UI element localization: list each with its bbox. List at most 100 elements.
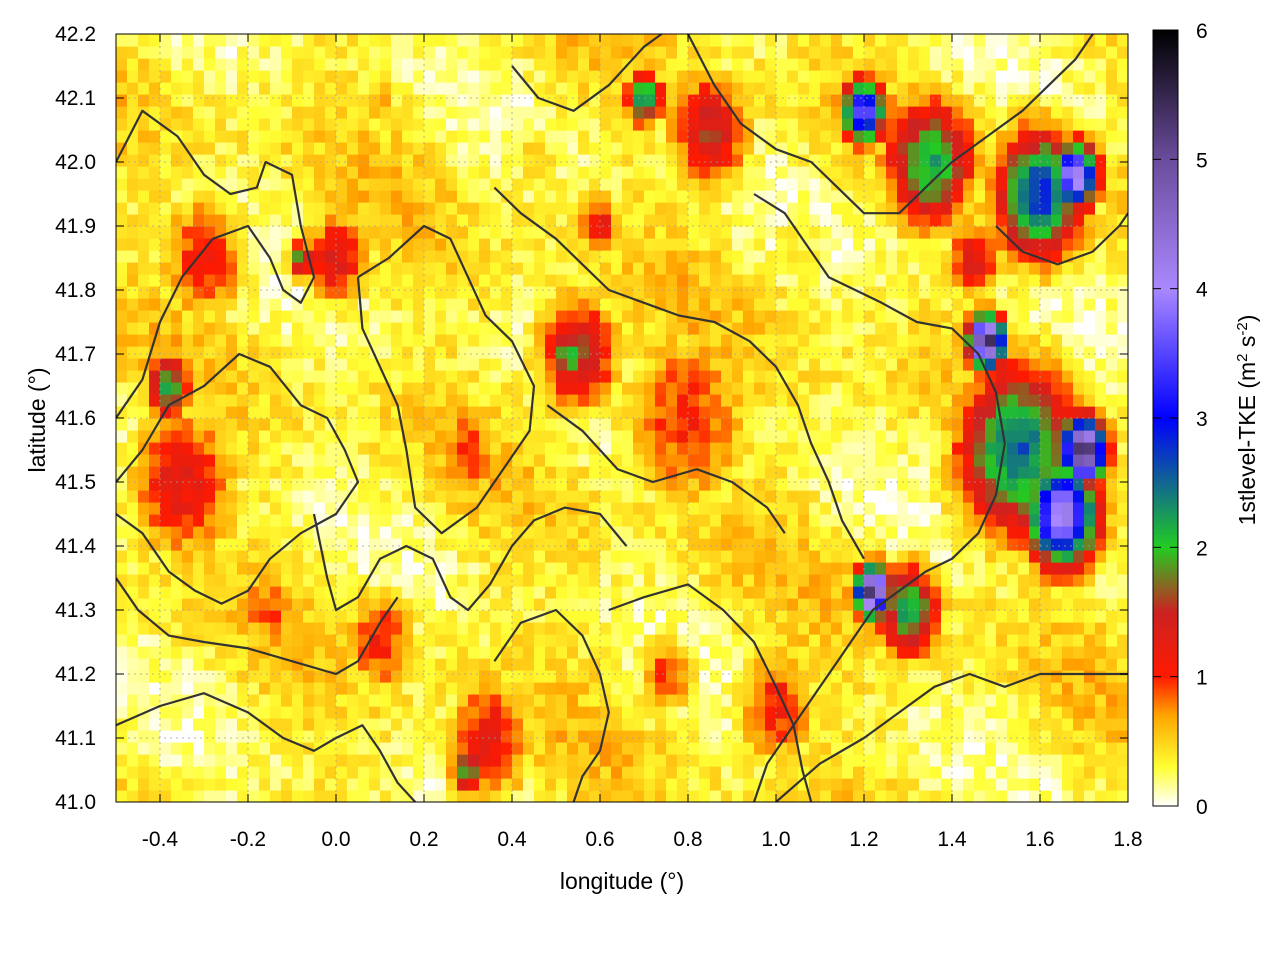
heat-cell: [974, 346, 986, 359]
heat-cell: [996, 694, 1008, 707]
heat-cell: [204, 550, 216, 563]
heat-cell: [413, 574, 425, 587]
heat-cell: [633, 682, 645, 695]
heat-cell: [1007, 430, 1019, 443]
heat-cell: [116, 790, 128, 802]
heat-cell: [985, 538, 997, 551]
heat-cell: [424, 166, 436, 179]
heat-cell: [248, 526, 260, 539]
heat-cell: [1095, 790, 1107, 802]
heat-cell: [655, 790, 667, 802]
heat-cell: [457, 574, 469, 587]
heat-cell: [941, 370, 953, 383]
heat-cell: [875, 574, 887, 587]
heat-cell: [710, 334, 722, 347]
heat-cell: [391, 454, 403, 467]
heat-cell: [666, 706, 678, 719]
heat-cell: [457, 754, 469, 767]
heat-cell: [292, 238, 304, 251]
heat-cell: [1007, 718, 1019, 731]
heat-cell: [842, 250, 854, 263]
heat-cell: [908, 730, 920, 743]
heat-cell: [468, 322, 480, 335]
heat-cell: [160, 658, 172, 671]
heat-cell: [281, 682, 293, 695]
heat-cell: [974, 514, 986, 527]
heat-cell: [369, 178, 381, 191]
heat-cell: [413, 238, 425, 251]
heat-cell: [325, 706, 337, 719]
heat-cell: [1051, 634, 1063, 647]
heat-cell: [325, 658, 337, 671]
heat-cell: [831, 394, 843, 407]
heatmap-field: [116, 34, 1128, 802]
heat-cell: [908, 190, 920, 203]
heat-cell: [798, 394, 810, 407]
heat-cell: [1073, 370, 1085, 383]
heat-cell: [501, 334, 513, 347]
heat-cell: [468, 382, 480, 395]
heat-cell: [798, 718, 810, 731]
heat-cell: [1029, 526, 1041, 539]
heat-cell: [743, 322, 755, 335]
heat-cell: [512, 178, 524, 191]
heat-cell: [347, 778, 359, 791]
heat-cell: [369, 646, 381, 659]
heat-cell: [721, 658, 733, 671]
heat-cell: [215, 262, 227, 275]
heat-cell: [611, 610, 623, 623]
heat-cell: [314, 478, 326, 491]
heat-cell: [930, 598, 942, 611]
heat-cell: [1007, 238, 1019, 251]
heat-cell: [743, 226, 755, 239]
heat-cell: [1018, 574, 1030, 587]
heat-cell: [556, 214, 568, 227]
heat-cell: [281, 406, 293, 419]
heat-cell: [556, 634, 568, 647]
heat-cell: [435, 634, 447, 647]
heat-cell: [215, 454, 227, 467]
heat-cell: [798, 562, 810, 575]
heat-cell: [919, 346, 931, 359]
heat-cell: [864, 274, 876, 287]
heat-cell: [490, 766, 502, 779]
heat-cell: [424, 718, 436, 731]
heat-cell: [853, 298, 865, 311]
heat-cell: [831, 670, 843, 683]
heat-cell: [424, 646, 436, 659]
heat-cell: [1062, 346, 1074, 359]
heat-cell: [798, 730, 810, 743]
heat-cell: [743, 406, 755, 419]
heat-cell: [545, 622, 557, 635]
heat-cell: [259, 430, 271, 443]
heat-cell: [501, 490, 513, 503]
heat-cell: [369, 574, 381, 587]
heat-cell: [787, 610, 799, 623]
heat-cell: [545, 514, 557, 527]
heat-cell: [963, 562, 975, 575]
heat-cell: [325, 310, 337, 323]
heat-cell: [149, 502, 161, 515]
heat-cell: [303, 238, 315, 251]
heat-cell: [1073, 166, 1085, 179]
heat-cell: [1095, 586, 1107, 599]
heat-cell: [347, 358, 359, 371]
heat-cell: [952, 166, 964, 179]
heat-cell: [237, 442, 249, 455]
heat-cell: [391, 658, 403, 671]
heat-cell: [160, 550, 172, 563]
heat-cell: [875, 346, 887, 359]
heat-cell: [1117, 790, 1128, 802]
heat-cell: [226, 250, 238, 263]
heat-cell: [732, 646, 744, 659]
heat-cell: [600, 610, 612, 623]
heat-cell: [226, 142, 238, 155]
heat-cell: [897, 346, 909, 359]
heat-cell: [798, 550, 810, 563]
heat-cell: [182, 298, 194, 311]
heat-cell: [842, 466, 854, 479]
heat-cell: [897, 718, 909, 731]
heat-cell: [182, 502, 194, 515]
heat-cell: [138, 490, 150, 503]
heat-cell: [875, 490, 887, 503]
